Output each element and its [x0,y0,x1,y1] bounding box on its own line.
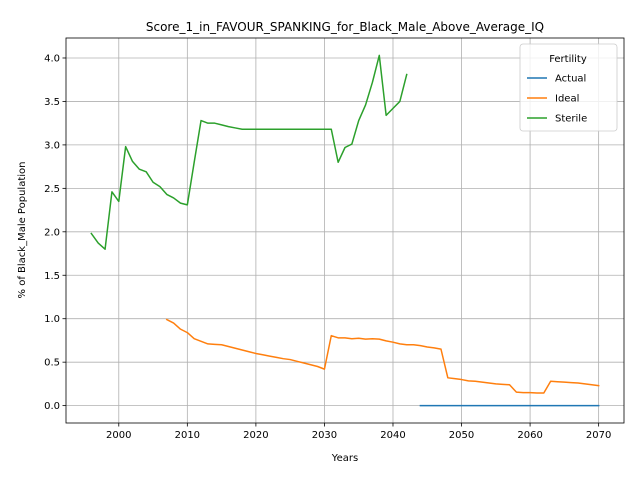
x-tick-label: 2050 [449,430,474,441]
x-tick-label: 2070 [586,430,611,441]
x-tick-label: 2010 [175,430,200,441]
y-tick-label: 1.5 [44,271,60,282]
y-tick-label: 3.0 [44,140,60,151]
y-tick-label: 2.0 [44,227,60,238]
legend-label-actual: Actual [555,74,586,85]
y-axis-label: % of Black_Male Population [17,162,28,299]
y-tick-label: 0.5 [44,358,60,369]
legend: Fertility Actual Ideal Sterile [519,43,618,132]
x-tick-label: 2020 [243,430,268,441]
y-tick-label: 2.5 [44,184,60,195]
legend-box [519,43,618,132]
x-tick-label: 2000 [106,430,131,441]
x-tick-label: 2030 [312,430,337,441]
x-axis: 2000 2010 2020 2030 2040 2050 2060 2070 [106,423,611,441]
y-tick-label: 4.0 [44,53,60,64]
y-axis: 0.0 0.5 1.0 1.5 2.0 2.5 3.0 3.5 4.0 [44,53,66,412]
legend-label-sterile: Sterile [555,114,587,125]
legend-title: Fertility [549,54,587,65]
series-line-ideal [165,318,600,394]
y-tick-label: 1.0 [44,314,60,325]
x-tick-label: 2040 [380,430,405,441]
y-tick-label: 0.0 [44,401,60,412]
y-tick-label: 3.5 [44,97,60,108]
x-tick-label: 2060 [517,430,542,441]
chart-title: Score_1_in_FAVOUR_SPANKING_for_Black_Mal… [146,20,544,34]
series-layer [90,54,600,407]
plot-frame [65,37,625,424]
legend-label-ideal: Ideal [555,94,579,105]
series-line-sterile [90,54,408,250]
x-axis-label: Years [331,453,358,464]
